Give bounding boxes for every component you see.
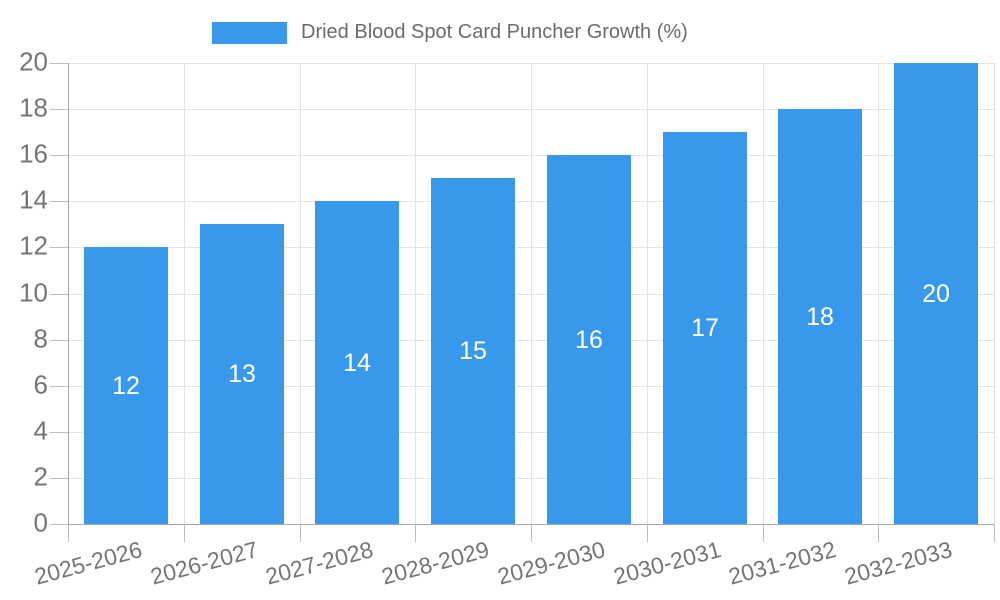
x-tick-label: 2028-2029 <box>378 536 492 590</box>
bar-value-label: 17 <box>691 314 719 342</box>
x-tick <box>300 524 301 542</box>
y-tick-label: 12 <box>19 230 48 261</box>
y-tick-label: 14 <box>19 184 48 215</box>
x-tick-label: 2027-2028 <box>263 536 377 590</box>
legend-label: Dried Blood Spot Card Puncher Growth (%) <box>301 21 688 43</box>
y-tick <box>50 478 68 479</box>
x-tick <box>763 524 764 542</box>
y-tick-label: 20 <box>19 46 48 77</box>
bar-value-label: 20 <box>922 280 950 308</box>
y-tick-label: 4 <box>33 415 48 446</box>
legend-swatch <box>212 21 287 44</box>
y-tick <box>50 109 68 110</box>
y-tick-label: 16 <box>19 138 48 169</box>
bar[interactable] <box>547 155 631 524</box>
y-tick <box>50 155 68 156</box>
y-tick-label: 0 <box>33 507 48 538</box>
gridline-vertical <box>300 63 301 524</box>
bar[interactable] <box>84 247 168 524</box>
bar[interactable] <box>894 63 978 524</box>
x-tick-label: 2030-2031 <box>610 536 724 590</box>
x-tick <box>68 524 69 542</box>
x-tick <box>647 524 648 542</box>
bar[interactable] <box>778 109 862 524</box>
y-tick <box>50 63 68 64</box>
bar-value-label: 15 <box>459 337 487 365</box>
y-tick-label: 6 <box>33 369 48 400</box>
bar-value-label: 18 <box>806 303 834 331</box>
gridline-vertical <box>647 63 648 524</box>
bar-value-label: 16 <box>575 326 603 354</box>
x-tick-label: 2029-2030 <box>494 536 608 590</box>
gridline-vertical <box>994 63 995 524</box>
y-tick <box>50 432 68 433</box>
y-tick <box>50 294 68 295</box>
y-tick <box>50 201 68 202</box>
bar[interactable] <box>431 178 515 524</box>
gridline-vertical <box>878 63 879 524</box>
y-tick-label: 2 <box>33 461 48 492</box>
y-axis-line <box>68 63 69 524</box>
bar-value-label: 12 <box>112 372 140 400</box>
x-tick-label: 2031-2032 <box>726 536 840 590</box>
gridline-vertical <box>184 63 185 524</box>
x-tick <box>531 524 532 542</box>
bar[interactable] <box>315 201 399 524</box>
y-tick <box>50 386 68 387</box>
y-tick <box>50 524 68 525</box>
gridline-vertical <box>763 63 764 524</box>
x-tick <box>184 524 185 542</box>
y-tick-label: 10 <box>19 277 48 308</box>
x-tick-label: 2026-2027 <box>147 536 261 590</box>
y-tick-label: 8 <box>33 323 48 354</box>
x-tick <box>878 524 879 542</box>
chart-legend[interactable]: Dried Blood Spot Card Puncher Growth (%) <box>212 21 688 44</box>
bar[interactable] <box>663 132 747 524</box>
gridline-vertical <box>531 63 532 524</box>
x-tick-label: 2025-2026 <box>31 536 145 590</box>
gridline-vertical <box>415 63 416 524</box>
bar-value-label: 14 <box>343 349 371 377</box>
x-tick <box>994 524 995 542</box>
x-tick <box>415 524 416 542</box>
y-tick <box>50 340 68 341</box>
x-tick-label: 2032-2033 <box>841 536 955 590</box>
y-tick <box>50 247 68 248</box>
bar[interactable] <box>200 224 284 524</box>
bar-value-label: 13 <box>228 360 256 388</box>
y-tick-label: 18 <box>19 92 48 123</box>
